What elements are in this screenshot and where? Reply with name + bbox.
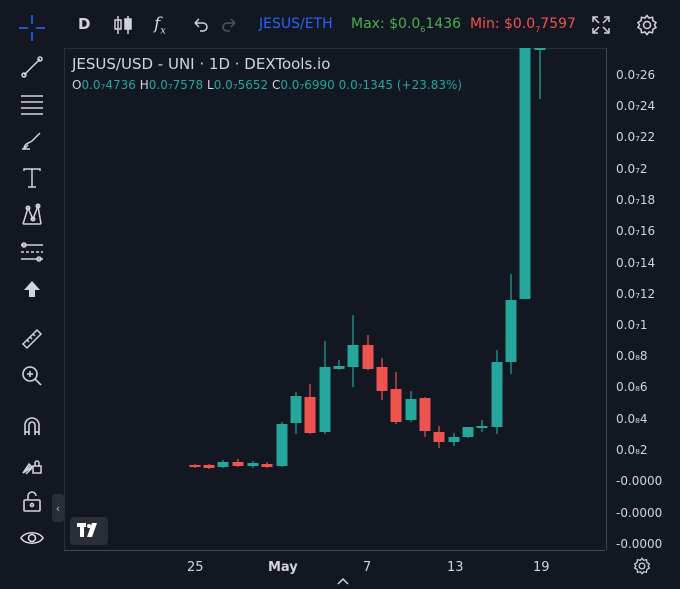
price-label: 0.0₇1 xyxy=(616,318,648,332)
price-label: 0.0₈6 xyxy=(616,380,648,394)
lock-drawing-icon xyxy=(20,452,44,480)
text-icon xyxy=(21,166,43,194)
tradingview-logo-icon xyxy=(77,522,101,541)
price-label: -0.0000 xyxy=(616,506,663,520)
price-axis[interactable] xyxy=(606,48,680,550)
time-label: May xyxy=(268,560,298,575)
low-label: L xyxy=(207,78,214,92)
low-value: 0.0₇5652 xyxy=(213,78,269,92)
price-label: 0.0₇2 xyxy=(616,162,648,176)
price-label: 0.0₈2 xyxy=(616,443,648,457)
close-value: 0.0₇6990 xyxy=(280,78,335,92)
close-label: C xyxy=(271,78,281,92)
fullscreen-icon[interactable] xyxy=(591,15,611,39)
prediction-tool[interactable] xyxy=(17,239,47,269)
brush-tool[interactable] xyxy=(17,128,47,158)
fib-tool[interactable] xyxy=(17,91,47,121)
max-price: Max: $0.061436 xyxy=(351,16,462,34)
time-label: 7 xyxy=(363,560,372,575)
price-label: 0.0₇12 xyxy=(616,287,656,301)
ruler-icon xyxy=(20,327,44,355)
undo-icon[interactable] xyxy=(190,15,210,39)
crosshair-active-icon[interactable] xyxy=(18,14,46,42)
change-value: 0.0₇1345 (+23.83%) xyxy=(338,78,463,92)
price-label: 0.0₈8 xyxy=(616,349,648,363)
high-label: H xyxy=(139,78,149,92)
high-value: 0.0₇7578 xyxy=(148,78,204,92)
price-label: -0.0000 xyxy=(616,474,663,488)
ruler-tool[interactable] xyxy=(17,326,47,356)
magnet-icon xyxy=(20,414,44,442)
hide-drawings-tool[interactable] xyxy=(17,525,47,555)
collapse-toolbar-button[interactable]: ‹ xyxy=(52,494,64,522)
price-label: -0.0000 xyxy=(616,537,663,551)
price-label: 0.0₈4 xyxy=(616,412,648,426)
prediction-icon xyxy=(19,240,45,268)
price-label: 0.0₇18 xyxy=(616,193,656,207)
arrow-tool[interactable] xyxy=(17,276,47,306)
price-label: 0.0₇14 xyxy=(616,256,656,270)
lock-drawing-tool[interactable] xyxy=(17,451,47,481)
trendline-tool[interactable] xyxy=(17,54,47,84)
time-label: 19 xyxy=(533,560,550,575)
tradingview-logo[interactable] xyxy=(70,517,108,545)
zoom-tool[interactable] xyxy=(17,363,47,393)
pair-switch-button[interactable]: JESUS/ETH xyxy=(259,16,333,32)
pattern-tool[interactable] xyxy=(17,202,47,232)
trendline-icon xyxy=(20,55,44,83)
pattern-icon xyxy=(20,203,44,231)
legend-ohlc: O0.0₇4736 H0.0₇7578 L0.0₇5652 C0.0₇6990 … xyxy=(72,78,462,92)
redo-icon[interactable] xyxy=(220,15,240,39)
axis-settings-gear-icon[interactable] xyxy=(633,557,651,579)
time-axis[interactable] xyxy=(64,550,605,580)
fib-icon xyxy=(19,92,45,120)
open-label: O xyxy=(72,78,82,92)
text-tool[interactable] xyxy=(17,165,47,195)
eye-icon xyxy=(19,527,45,553)
lock-all-tool[interactable] xyxy=(17,488,47,518)
open-value: 0.0₇4736 xyxy=(81,78,136,92)
arrow-up-icon xyxy=(21,278,43,304)
price-label: 0.0₇22 xyxy=(616,130,656,144)
chevron-left-icon: ‹ xyxy=(55,501,61,515)
scroll-to-realtime-icon[interactable] xyxy=(336,570,350,589)
zoom-icon xyxy=(20,364,44,392)
price-label: 0.0₇16 xyxy=(616,224,656,238)
time-label: 13 xyxy=(447,560,464,575)
min-price: Min: $0.077597 xyxy=(470,16,576,34)
magnet-tool[interactable] xyxy=(17,413,47,443)
brush-icon xyxy=(20,129,44,157)
chart-pane[interactable] xyxy=(64,48,606,551)
price-label: 0.0₇24 xyxy=(616,99,656,113)
legend-symbol-title[interactable]: JESUS/USD - UNI · 1D · DEXTools.io xyxy=(72,55,331,73)
price-label: 0.0₇26 xyxy=(616,68,656,82)
unlock-icon xyxy=(21,489,43,517)
indicators-button[interactable]: fx xyxy=(154,14,166,37)
drawing-toolbar xyxy=(0,48,64,579)
interval-button[interactable]: D xyxy=(78,15,91,33)
time-label: 25 xyxy=(187,560,204,575)
top-toolbar: D fx JESUS/ETH Max: $0.061436 Min: $0.07… xyxy=(0,0,680,48)
settings-gear-icon[interactable] xyxy=(636,14,658,40)
candles-icon[interactable] xyxy=(112,14,134,40)
